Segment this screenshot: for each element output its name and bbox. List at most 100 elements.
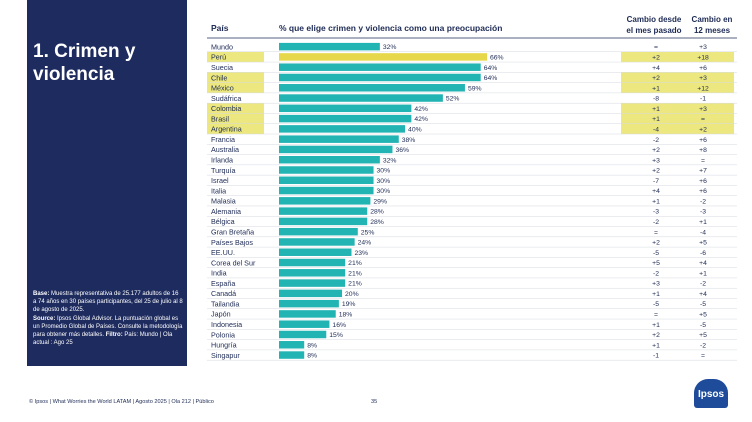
bar [279, 227, 358, 236]
country-label: Malasia [211, 197, 236, 206]
change-month-value: +2 [652, 75, 660, 82]
country-label: Mundo [211, 42, 233, 51]
country-label: Italia [211, 186, 226, 195]
change-year-value: +6 [699, 137, 707, 144]
row-highlight-country [207, 103, 264, 114]
source-label: Source: [33, 315, 56, 322]
bar [279, 320, 330, 328]
row-highlight-country [207, 51, 264, 63]
bar [279, 104, 412, 113]
country-label: Chile [211, 73, 227, 82]
bar-value-label: 8% [307, 342, 317, 349]
bar [279, 310, 336, 318]
country-label: Corea del Sur [211, 258, 256, 267]
change-month-value: +4 [652, 65, 660, 72]
filter-text: País: Mundo | Ola actual : Ago 25 [33, 332, 173, 347]
bar [279, 84, 465, 92]
change-year-value: +6 [699, 65, 707, 72]
country-label: Turquía [211, 166, 236, 175]
row-highlight-change [621, 51, 734, 63]
change-month-value: +3 [652, 157, 660, 164]
change-month-value: +1 [652, 291, 660, 298]
change-month-value: -4 [653, 126, 659, 133]
bar-value-label: 40% [408, 126, 422, 133]
change-year-value: -3 [700, 209, 706, 216]
bar-value-label: 18% [339, 312, 353, 319]
change-year-value: +5 [699, 312, 707, 319]
change-month-value: +2 [652, 332, 660, 339]
change-month-value: +2 [652, 55, 660, 62]
bar-value-label: 28% [370, 209, 384, 216]
change-year-value: +2 [699, 126, 707, 133]
change-month-value: = [654, 44, 658, 51]
bar-value-label: 19% [342, 301, 356, 308]
row-highlight-change [621, 113, 734, 124]
change-month-value: = [654, 229, 658, 236]
country-label: Gran Bretaña [211, 227, 254, 236]
change-month-value: -1 [653, 353, 659, 360]
methodology-notes: Base: Muestra representativa de 25.177 a… [33, 290, 183, 347]
bar-value-label: 30% [377, 188, 391, 195]
bar-value-label: 29% [373, 198, 387, 205]
slide-title: 1. Crimen y violencia [33, 41, 136, 85]
bar [279, 289, 343, 298]
change-year-value: -2 [700, 281, 706, 288]
change-year-value: -1 [700, 96, 706, 103]
sidebar-panel: 1. Crimen y violencia Base: Muestra repr… [27, 0, 187, 366]
change-year-value: +4 [699, 291, 707, 298]
country-label: Japón [211, 310, 231, 319]
change-year-value: = [701, 353, 705, 360]
row-highlight-country [207, 113, 264, 124]
change-month-value: = [654, 312, 658, 319]
bar-value-label: 30% [377, 178, 391, 185]
bar [279, 125, 406, 133]
bar [279, 279, 346, 287]
bar [279, 186, 374, 195]
bar-value-label: 20% [345, 291, 359, 298]
bar-value-label: 52% [446, 96, 460, 103]
bar [279, 114, 412, 123]
change-month-value: -5 [653, 301, 659, 308]
change-year-value: -5 [700, 301, 706, 308]
change-year-value: +6 [699, 178, 707, 185]
country-label: Israel [211, 176, 229, 185]
bar-value-label: 64% [484, 75, 498, 82]
bar [279, 53, 487, 61]
row-highlight-change [621, 103, 734, 114]
change-year-value: +4 [699, 260, 707, 267]
change-month-value: +2 [652, 147, 660, 154]
bar [279, 73, 481, 82]
change-month-value: -2 [653, 219, 659, 226]
bar [279, 269, 346, 277]
bar [279, 135, 399, 143]
change-month-value: -2 [653, 270, 659, 277]
bar [279, 299, 339, 308]
change-month-value: -3 [653, 209, 659, 216]
bar [279, 197, 371, 205]
change-year-value: -4 [700, 229, 706, 236]
bar-value-label: 42% [414, 106, 428, 113]
bar-value-label: 38% [402, 137, 416, 144]
change-year-value: +18 [697, 55, 709, 62]
page-number: 35 [371, 399, 378, 405]
country-label: Perú [211, 53, 226, 62]
header-change-year-1: Cambio en [692, 15, 733, 24]
change-month-value: +1 [652, 106, 660, 113]
bar [279, 145, 393, 154]
bar-value-label: 16% [332, 322, 346, 329]
change-month-value: -2 [653, 137, 659, 144]
change-month-value: +4 [652, 188, 660, 195]
bar [279, 155, 380, 164]
bar-value-label: 59% [468, 85, 482, 92]
change-month-value: -8 [653, 96, 659, 103]
ipsos-logo: Ipsos [694, 379, 728, 408]
change-year-value: -5 [700, 322, 706, 329]
bar-value-label: 8% [307, 353, 317, 360]
country-label: Irlanda [211, 156, 233, 165]
bar-value-label: 28% [370, 219, 384, 226]
change-year-value: +5 [699, 240, 707, 247]
bar [279, 176, 374, 185]
bar-value-label: 21% [348, 270, 362, 277]
row-highlight-country [207, 82, 264, 93]
bar [279, 258, 346, 267]
